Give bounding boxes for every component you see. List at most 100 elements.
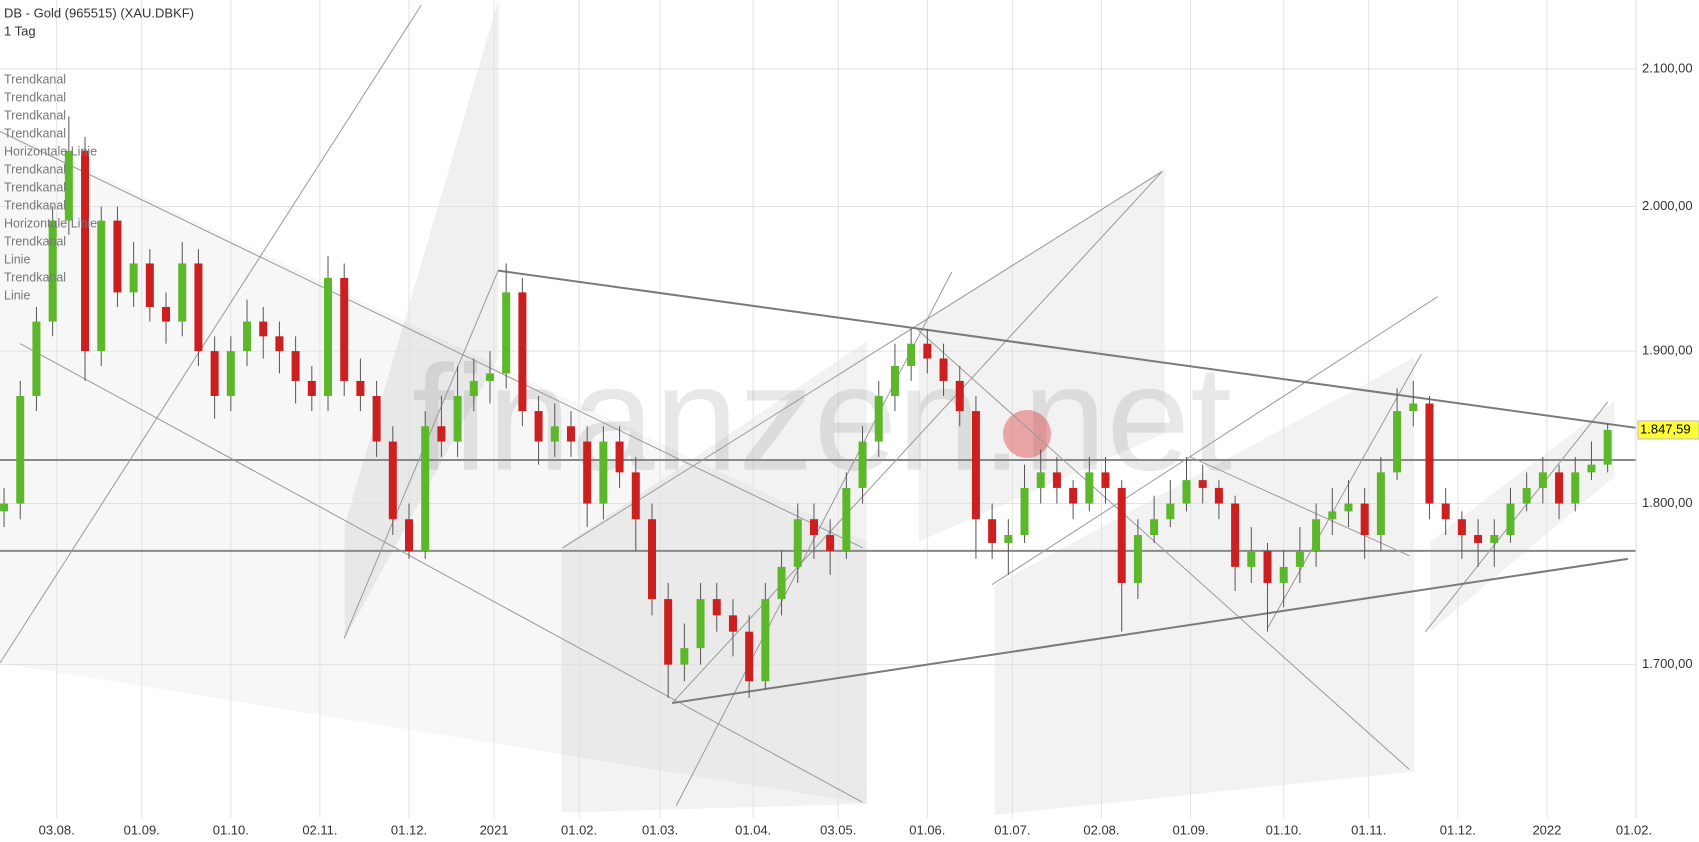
x-tick-label: 01.10. <box>1266 822 1302 837</box>
x-tick-label: 01.07. <box>994 822 1030 837</box>
x-tick-label: 01.12. <box>1440 822 1476 837</box>
candle-body <box>1441 503 1450 520</box>
watermark-dot <box>1003 410 1051 458</box>
candle-body <box>145 263 154 307</box>
trend-line <box>1425 401 1609 632</box>
candle-body <box>1214 487 1223 504</box>
drawing-label: Trendkanal <box>4 180 66 194</box>
candle-body <box>826 535 835 551</box>
candle-body <box>162 306 171 322</box>
candle-body <box>1571 472 1580 504</box>
candle-body <box>1263 550 1272 583</box>
trend-line <box>1267 353 1422 629</box>
candle-body <box>728 615 737 632</box>
x-tick-label: 01.10. <box>213 822 249 837</box>
chart-title: DB - Gold (965515) (XAU.DBKF) <box>4 5 194 20</box>
chart-subtitle: 1 Tag <box>4 23 36 38</box>
x-tick-label: 01.11. <box>1351 822 1386 837</box>
x-tick-label: 01.12. <box>391 822 427 837</box>
candle-body <box>858 441 867 488</box>
trend-line <box>991 296 1438 585</box>
candle-body <box>1587 464 1596 473</box>
candle-body <box>469 380 478 396</box>
candle-body <box>437 426 446 442</box>
candle-body <box>907 343 916 366</box>
candle-body <box>324 277 333 396</box>
drawing-label: Trendkanal <box>4 108 66 122</box>
candle-body <box>113 220 122 293</box>
candle-body <box>1393 411 1402 473</box>
candle-body <box>502 292 511 374</box>
candle-body <box>1328 511 1337 520</box>
candle-body <box>405 519 413 551</box>
candle-body <box>421 426 430 551</box>
drawing-label: Trendkanal <box>4 162 66 176</box>
candle-body <box>97 220 106 352</box>
trend-line <box>562 171 1163 549</box>
candle-body <box>777 566 786 600</box>
candle-body <box>1506 503 1515 536</box>
candle-body <box>1555 472 1564 504</box>
candle-body <box>1376 472 1385 536</box>
x-tick-label: 01.03. <box>642 822 678 837</box>
candle-body <box>1004 535 1013 543</box>
candle-body <box>1522 487 1531 504</box>
candle-body <box>1101 472 1110 488</box>
candle-body <box>1231 503 1240 567</box>
drawing-legend: Trendkanal Trendkanal Trendkanal Trendkanal… <box>4 72 97 302</box>
x-tick-label: 01.04. <box>735 822 771 837</box>
drawing-label: Trendkanal <box>4 72 66 86</box>
x-tick-label: 02.08. <box>1083 822 1119 837</box>
candle-body <box>356 380 365 396</box>
candle-body <box>1020 487 1029 536</box>
channel-area <box>1430 400 1615 632</box>
last-price-label: 1.847,59 <box>1640 421 1691 436</box>
candle-body <box>0 503 9 512</box>
candle-body <box>81 150 90 352</box>
y-tick-label: 2.000,00 <box>1642 198 1693 213</box>
drawing-label: Trendkanal <box>4 198 66 212</box>
candle-body <box>1360 503 1369 536</box>
drawing-label: Trendkanal <box>4 90 66 104</box>
candle-body <box>178 263 187 322</box>
candle-body <box>194 263 203 352</box>
x-tick-label: 01.02. <box>561 822 597 837</box>
candle-body <box>988 519 997 543</box>
candle-body <box>1117 487 1126 583</box>
candle-body <box>1150 519 1159 536</box>
candle-body <box>16 395 25 504</box>
candle-body <box>534 411 543 442</box>
candle-body <box>226 351 235 396</box>
candle-body <box>1198 480 1207 488</box>
candle-body <box>1295 550 1304 567</box>
candle-body <box>307 380 316 396</box>
x-tick-label: 01.09. <box>1172 822 1208 837</box>
candle-body <box>1182 480 1191 504</box>
candle-body <box>1457 519 1466 536</box>
drawing-label: Linie <box>4 252 30 266</box>
candle-body <box>874 395 883 442</box>
main-trend-line <box>672 557 1629 705</box>
candle-body <box>1474 535 1483 543</box>
candle-body <box>793 519 802 567</box>
candle-body <box>566 426 575 442</box>
y-tick-label: 2.100,00 <box>1642 60 1693 75</box>
drawing-label: Horizontale Linie <box>4 144 97 158</box>
candle-body <box>842 487 851 551</box>
candle-body <box>48 220 57 322</box>
candle-body <box>615 441 624 473</box>
candle-body <box>243 321 252 352</box>
x-tick-label: 03.05. <box>820 822 856 837</box>
x-tick-label: 01.09. <box>124 822 160 837</box>
x-tick-label: 01.02. <box>1616 822 1652 837</box>
candle-body <box>1166 503 1175 520</box>
candle-body <box>631 472 640 520</box>
candle-body <box>453 395 462 442</box>
candle-body <box>939 358 948 381</box>
trend-line <box>0 130 863 549</box>
trend-line <box>0 4 422 664</box>
candle-body <box>647 519 656 600</box>
x-tick-label: 2022 <box>1532 822 1561 837</box>
drawing-label: Linie <box>4 288 30 302</box>
drawing-label: Trendkanal <box>4 270 66 284</box>
